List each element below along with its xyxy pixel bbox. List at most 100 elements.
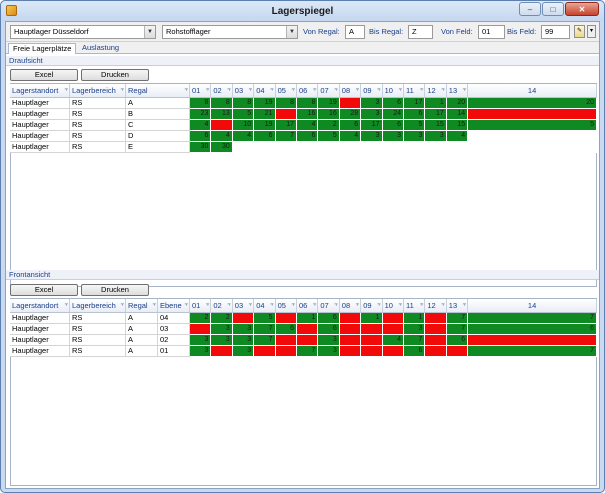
- storage-slot-cell[interactable]: [297, 335, 319, 346]
- storage-slot-cell[interactable]: [275, 109, 297, 120]
- storage-slot-cell[interactable]: 19: [254, 98, 276, 109]
- column-header[interactable]: 09 ⫧: [361, 84, 383, 98]
- storage-slot-cell[interactable]: 8: [297, 98, 319, 109]
- column-header[interactable]: 14: [468, 84, 597, 98]
- storage-slot-cell[interactable]: 3: [404, 324, 426, 335]
- storage-slot-cell[interactable]: 3: [361, 109, 383, 120]
- storage-slot-cell[interactable]: [232, 142, 255, 153]
- table-cell[interactable]: 02: [158, 335, 190, 346]
- storage-slot-cell[interactable]: 3: [232, 346, 255, 357]
- storage-slot-cell[interactable]: 4: [339, 131, 362, 142]
- maximize-icon[interactable]: □: [542, 2, 564, 16]
- storage-slot-cell[interactable]: [446, 346, 469, 357]
- storage-slot-cell[interactable]: 19: [254, 120, 276, 131]
- table-cell[interactable]: D: [126, 131, 190, 142]
- column-header[interactable]: 01 ⫧: [190, 299, 212, 313]
- storage-slot-cell[interactable]: [468, 109, 597, 120]
- storage-slot-cell[interactable]: 7: [297, 346, 319, 357]
- storage-slot-cell[interactable]: 5: [318, 131, 340, 142]
- storage-slot-cell[interactable]: [275, 335, 297, 346]
- column-header[interactable]: 14: [468, 299, 597, 313]
- column-header[interactable]: 03 ⫧: [232, 84, 255, 98]
- storage-slot-cell[interactable]: 13: [211, 109, 233, 120]
- storage-slot-cell[interactable]: 5: [232, 109, 255, 120]
- column-header[interactable]: Lagerbereich ⫧: [70, 84, 126, 98]
- storage-slot-cell[interactable]: 23: [190, 109, 212, 120]
- storage-slot-cell[interactable]: 3: [232, 324, 255, 335]
- storage-slot-cell[interactable]: 2: [211, 313, 233, 324]
- storage-slot-cell[interactable]: [275, 142, 297, 153]
- column-header[interactable]: 13 ⫧: [446, 84, 469, 98]
- table-cell[interactable]: Hauptlager: [10, 120, 70, 131]
- column-header[interactable]: 09 ⫧: [361, 299, 383, 313]
- pin-icon[interactable]: ⫧: [313, 302, 317, 308]
- pin-icon[interactable]: ⫧: [313, 87, 317, 93]
- storage-slot-cell[interactable]: 6: [404, 109, 426, 120]
- storage-slot-cell[interactable]: 17: [425, 109, 447, 120]
- storage-slot-cell[interactable]: 10: [232, 120, 255, 131]
- storage-slot-cell[interactable]: [468, 335, 597, 346]
- pin-icon[interactable]: ⫧: [270, 302, 274, 308]
- column-header[interactable]: Regal ⫧: [126, 84, 190, 98]
- column-header[interactable]: Ebene ⫧: [158, 299, 190, 313]
- column-header[interactable]: 07 ⫧: [318, 299, 340, 313]
- storage-slot-cell[interactable]: [404, 142, 426, 153]
- storage-slot-cell[interactable]: 15: [446, 120, 469, 131]
- pin-icon[interactable]: ⫧: [441, 302, 445, 308]
- storage-slot-cell[interactable]: [211, 346, 233, 357]
- pin-icon[interactable]: ⫧: [420, 87, 424, 93]
- storage-slot-cell[interactable]: [275, 313, 297, 324]
- storage-slot-cell[interactable]: 8: [275, 98, 297, 109]
- storage-slot-cell[interactable]: 1: [297, 313, 319, 324]
- storage-slot-cell[interactable]: 15: [425, 120, 447, 131]
- storage-slot-cell[interactable]: [339, 335, 362, 346]
- column-header[interactable]: Lagerstandort ⫧: [10, 84, 70, 98]
- storage-slot-cell[interactable]: 4: [190, 120, 212, 131]
- storage-slot-cell[interactable]: 2: [318, 120, 340, 131]
- pin-icon[interactable]: ⫧: [377, 87, 381, 93]
- pin-icon[interactable]: ⫧: [227, 302, 231, 308]
- storage-slot-cell[interactable]: 20: [446, 98, 469, 109]
- pin-icon[interactable]: ⫧: [64, 302, 68, 308]
- storage-slot-cell[interactable]: [425, 346, 447, 357]
- storage-slot-cell[interactable]: 28: [339, 109, 362, 120]
- column-header[interactable]: 10 ⫧: [382, 299, 404, 313]
- column-header[interactable]: 12 ⫧: [425, 299, 447, 313]
- storage-slot-cell[interactable]: [211, 120, 233, 131]
- storage-slot-cell[interactable]: 16: [297, 109, 319, 120]
- pin-icon[interactable]: ⫧: [270, 87, 274, 93]
- table-cell[interactable]: Hauptlager: [10, 313, 70, 324]
- pin-icon[interactable]: ⫧: [227, 87, 231, 93]
- minimize-icon[interactable]: –: [519, 2, 541, 16]
- storage-slot-cell[interactable]: [425, 335, 447, 346]
- app-icon[interactable]: [6, 5, 17, 16]
- storage-slot-cell[interactable]: [275, 346, 297, 357]
- storage-slot-cell[interactable]: 5: [404, 120, 426, 131]
- von-feld-input[interactable]: 01: [478, 25, 505, 39]
- storage-slot-cell[interactable]: [297, 142, 319, 153]
- storage-slot-cell[interactable]: 7: [446, 313, 469, 324]
- pin-icon[interactable]: ⫧: [420, 302, 424, 308]
- pin-icon[interactable]: ⫧: [334, 87, 338, 93]
- excel-button[interactable]: Excel: [10, 69, 78, 81]
- storage-slot-cell[interactable]: 3: [190, 346, 212, 357]
- pin-icon[interactable]: ⫧: [120, 302, 124, 308]
- table-cell[interactable]: Hauptlager: [10, 131, 70, 142]
- storage-slot-cell[interactable]: [232, 313, 255, 324]
- storage-slot-cell[interactable]: [339, 324, 362, 335]
- column-header[interactable]: 06 ⫧: [297, 299, 319, 313]
- table-cell[interactable]: RS: [70, 313, 126, 324]
- column-header[interactable]: Regal ⫧: [126, 299, 158, 313]
- storage-slot-cell[interactable]: 3: [190, 335, 212, 346]
- storage-slot-cell[interactable]: 20: [468, 98, 597, 109]
- storage-slot-cell[interactable]: 7: [468, 313, 597, 324]
- storage-slot-cell[interactable]: [339, 346, 362, 357]
- pin-icon[interactable]: ⫧: [355, 302, 360, 308]
- overflow-icon[interactable]: ▾: [587, 25, 596, 38]
- storage-slot-cell[interactable]: 1: [361, 313, 383, 324]
- pin-icon[interactable]: ⫧: [462, 302, 467, 308]
- storage-slot-cell[interactable]: 3: [211, 324, 233, 335]
- storage-slot-cell[interactable]: [382, 142, 404, 153]
- pin-icon[interactable]: ⫧: [64, 87, 68, 93]
- tab-auslastung[interactable]: Auslastung: [82, 43, 120, 52]
